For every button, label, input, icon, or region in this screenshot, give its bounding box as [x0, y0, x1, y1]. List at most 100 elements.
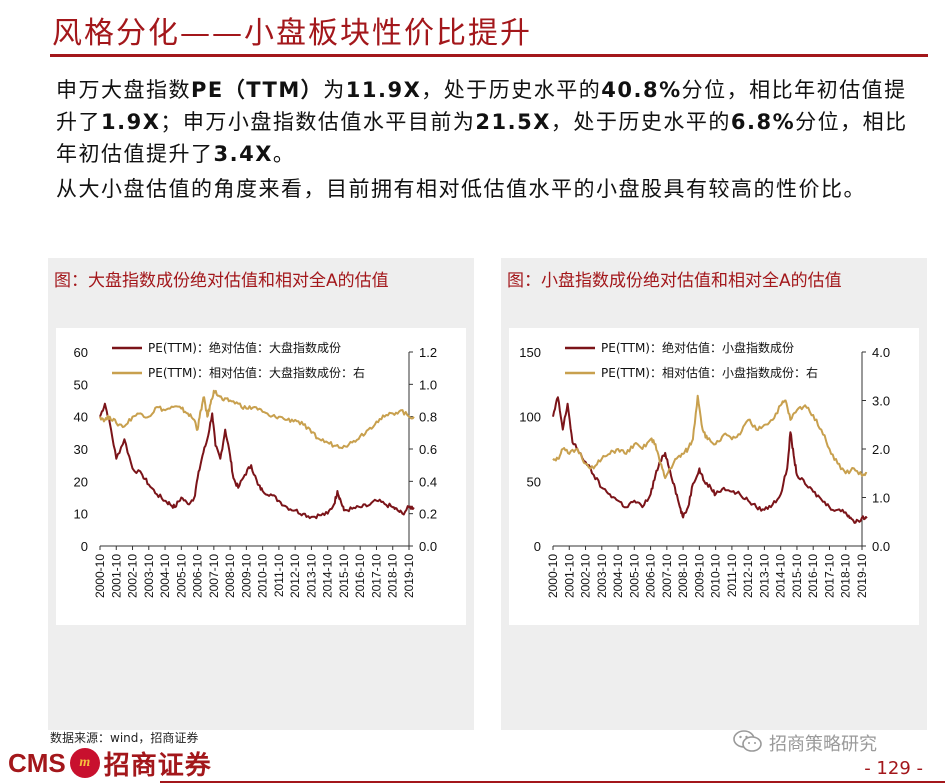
legend-label: PE(TTM)：绝对估值：大盘指数成份: [148, 340, 341, 355]
y2-tick-label: 4.0: [872, 345, 890, 360]
summary-paragraph: 申万大盘指数PE（TTM）为11.9X，处于历史水平的40.8%分位，相比年初估…: [56, 74, 926, 170]
y2-tick-label: 0.8: [419, 410, 437, 425]
title-divider: [50, 54, 928, 57]
y-tick-label: 150: [519, 345, 541, 360]
x-tick-label: 2011-10: [725, 554, 739, 597]
text-segment: 。: [272, 142, 296, 166]
y-tick-label: 20: [74, 474, 88, 489]
x-tick-label: 2008-10: [676, 554, 690, 598]
bold-value: 11.9X: [345, 78, 422, 102]
text-segment: 为: [323, 78, 346, 102]
x-tick-label: 2009-10: [239, 554, 253, 598]
text-segment: 分位，相比年初估值提升了: [56, 78, 907, 134]
large-cap-chart-area: 0 10 20 30 40 50 60 0.0 0.2 0.4 0.6 0.8 1.0 1.2 2000-1…: [56, 328, 466, 625]
text-segment: ；申万小盘指数估值水平目前为: [160, 110, 476, 134]
x-tick-label: 2013-10: [757, 554, 771, 598]
legend-label: PE(TTM)：相对估值：小盘指数成份：右: [601, 365, 818, 380]
relative-pe-series-line: [99, 389, 415, 450]
data-source-note: 数据来源：wind，招商证券: [50, 731, 199, 745]
x-tick-label: 2014-10: [321, 554, 335, 598]
y2-tick-label: 0.0: [419, 539, 437, 554]
x-tick-label: 2010-10: [256, 554, 270, 598]
large-cap-chart-panel: 图：大盘指数成份绝对估值和相对全A的估值 0 10 20 30 40 50 60 0.0 0.2…: [48, 258, 474, 730]
x-tick-label: 2012-10: [288, 554, 302, 598]
large-cap-chart-title: 图：大盘指数成份绝对估值和相对全A的估值: [54, 271, 389, 291]
x-tick-label: 2000-10: [546, 554, 560, 598]
legend-label: PE(TTM)：绝对估值：小盘指数成份: [601, 340, 794, 355]
x-tick-label: 2017-10: [369, 554, 383, 598]
y-tick-label: 60: [74, 345, 88, 360]
x-tick-label: 2017-10: [822, 554, 836, 598]
bold-value: PE（TTM）: [191, 78, 324, 102]
x-tick-label: 2002-10: [126, 554, 140, 598]
cms-logo: CMS m 招商证券: [8, 746, 212, 781]
x-tick-label: 2014-10: [774, 554, 788, 598]
x-tick-label: 2009-10: [692, 554, 706, 598]
small-cap-chart-title: 图：小盘指数成份绝对估值和相对全A的估值: [507, 271, 842, 291]
x-tick-label: 2005-10: [174, 554, 188, 598]
x-tick-label: 2004-10: [158, 554, 172, 598]
page-number: - 129 -: [864, 758, 923, 779]
absolute-pe-series-line: [552, 396, 868, 524]
footer-divider: [160, 781, 945, 783]
watermark-text: 招商策略研究: [769, 734, 877, 755]
x-tick-label: 2019-10: [855, 554, 869, 598]
x-tick-label: 2016-10: [806, 554, 820, 598]
x-tick-label: 2019-10: [402, 554, 416, 598]
x-tick-label: 2006-10: [644, 554, 658, 598]
y2-tick-label: 1.0: [419, 377, 437, 392]
y-tick-label: 0: [534, 539, 541, 554]
bold-value: 40.8%: [601, 78, 682, 102]
y-tick-label: 100: [519, 410, 541, 425]
logo-emblem-icon: m: [69, 748, 100, 778]
wechat-watermark: 招商策略研究: [733, 728, 877, 758]
x-tick-label: 2010-10: [709, 554, 723, 598]
text-segment: ，处于历史水平的: [421, 78, 602, 102]
x-tick-label: 2018-10: [386, 554, 400, 598]
x-tick-label: 2000-10: [93, 554, 107, 598]
y2-tick-label: 1.2: [419, 345, 437, 360]
legend-label: PE(TTM)：相对估值：大盘指数成份：右: [148, 365, 365, 380]
x-tick-label: 2001-10: [562, 554, 576, 598]
text-segment: 分位，相比年初估值提升了: [56, 110, 908, 166]
conclusion-paragraph: 从大小盘估值的角度来看，目前拥有相对低估值水平的小盘股具有较高的性价比。: [56, 177, 866, 201]
text-segment: 申万大盘指数: [56, 78, 191, 102]
small-cap-chart-panel: 图：小盘指数成份绝对估值和相对全A的估值 0 50 100 150 0.0 1.0 2.0 3…: [501, 258, 927, 730]
wechat-icon: [733, 729, 763, 758]
x-tick-label: 2002-10: [579, 554, 593, 598]
x-tick-label: 2008-10: [223, 554, 237, 598]
page-title: 风格分化——小盘板块性价比提升: [52, 16, 532, 51]
text-segment: ，处于历史水平的: [550, 110, 731, 134]
x-tick-label: 2007-10: [207, 554, 221, 598]
bold-value: 3.4X: [213, 142, 273, 166]
x-tick-label: 2011-10: [272, 554, 286, 597]
x-tick-label: 2013-10: [304, 554, 318, 598]
x-tick-label: 2015-10: [337, 554, 351, 598]
y-tick-label: 50: [527, 474, 541, 489]
y2-tick-label: 0.4: [419, 474, 437, 489]
large-cap-chart: 0 10 20 30 40 50 60 0.0 0.2 0.4 0.6 0.8 1.0 1.2 2000-1…: [74, 340, 438, 598]
x-tick-label: 2005-10: [627, 554, 641, 598]
small-cap-chart-area: 0 50 100 150 0.0 1.0 2.0 3.0 4.0 2000-10 2001-10 20…: [509, 328, 919, 625]
x-tick-label: 2003-10: [142, 554, 156, 598]
absolute-pe-series-line: [99, 402, 415, 520]
x-tick-label: 2015-10: [790, 554, 804, 598]
logo-cms-text: CMS: [8, 747, 66, 778]
relative-pe-series-line: [552, 394, 868, 480]
y2-tick-label: 3.0: [872, 394, 890, 409]
bold-value: 21.5X: [475, 110, 551, 134]
y-tick-label: 40: [74, 410, 88, 425]
y-tick-label: 10: [74, 507, 88, 522]
y2-tick-label: 2.0: [872, 442, 890, 457]
y2-tick-label: 1.0: [872, 491, 890, 506]
y-tick-label: 30: [74, 442, 88, 457]
y-tick-label: 50: [74, 377, 88, 392]
bold-value: 1.9X: [101, 110, 161, 134]
x-tick-label: 2012-10: [741, 554, 755, 598]
y2-tick-label: 0.0: [872, 539, 890, 554]
x-tick-label: 2001-10: [109, 554, 123, 598]
y-tick-label: 0: [81, 539, 88, 554]
x-tick-label: 2004-10: [611, 554, 625, 598]
logo-company-name: 招商证券: [103, 750, 212, 781]
